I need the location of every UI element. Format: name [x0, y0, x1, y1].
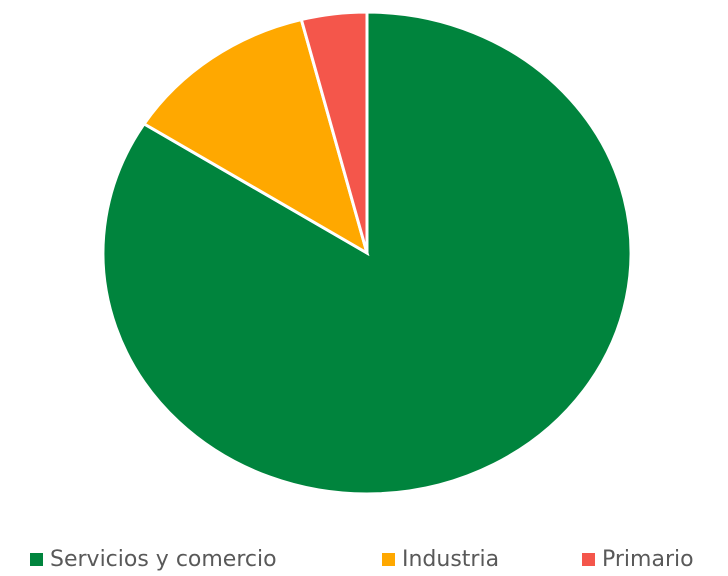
- pie-slice: [141, 17, 370, 257]
- legend-label: Servicios y comercio: [50, 547, 277, 572]
- legend-label: Industria: [402, 547, 499, 572]
- pie-slice: [101, 10, 633, 496]
- legend-label: Primario: [602, 547, 694, 572]
- legend-swatch: [582, 553, 595, 566]
- pie-slice: [299, 10, 369, 254]
- legend-swatch: [382, 553, 395, 566]
- legend-swatch: [30, 553, 43, 566]
